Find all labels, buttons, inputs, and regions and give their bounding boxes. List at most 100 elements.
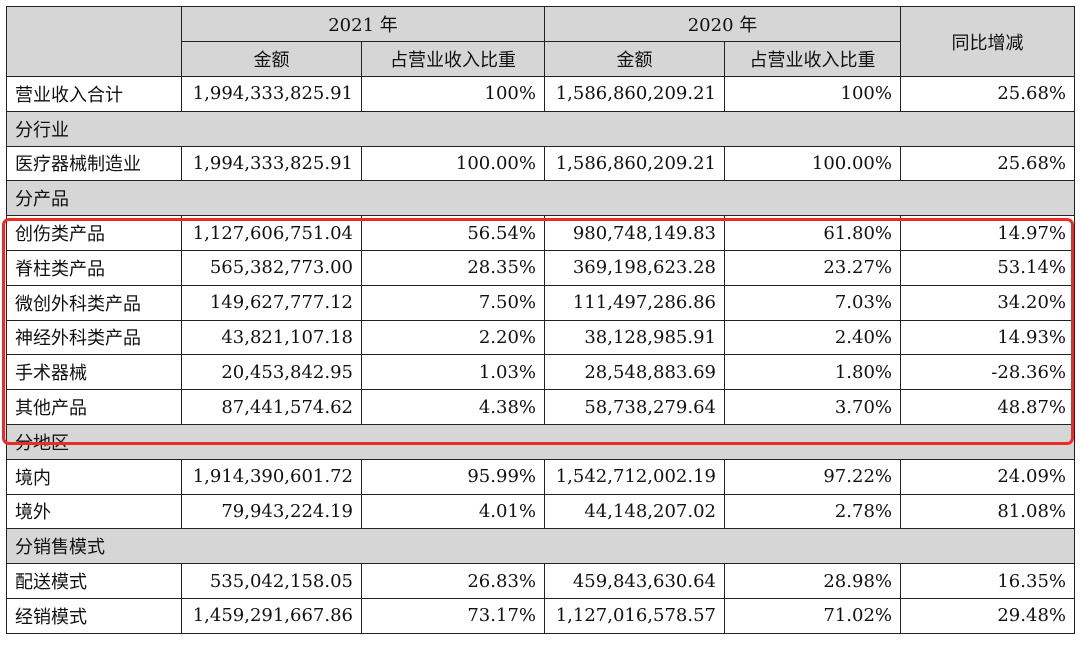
amount-2021-cell: 1,459,291,667.86	[181, 597, 362, 634]
share-2021-cell: 95.99%	[361, 458, 545, 495]
yoy-cell: 24.09%	[900, 458, 1075, 495]
header-row-metrics: 金额 占营业收入比重 金额 占营业收入比重	[7, 41, 1075, 77]
amount-2021-cell: 1,127,606,751.04	[181, 215, 362, 251]
header-share-2020: 占营业收入比重	[724, 41, 901, 77]
amount-2021-cell: 1,994,333,825.91	[181, 76, 362, 112]
header-corner	[6, 6, 182, 77]
yoy-cell: -28.36%	[900, 354, 1075, 391]
amount-2020-cell: 1,542,712,002.19	[544, 458, 725, 495]
amount-2021-cell: 87,441,574.62	[181, 389, 362, 425]
share-2021-cell: 1.03%	[361, 354, 545, 391]
table-row: 境内 1,914,390,601.72 95.99% 1,542,712,002.19…	[6, 458, 1075, 495]
amount-2020-cell: 980,748,149.83	[544, 215, 725, 251]
section-label: 分销售模式	[6, 528, 1075, 565]
amount-2020-cell: 1,127,016,578.57	[544, 597, 725, 634]
share-2021-cell: 100%	[361, 76, 545, 112]
header-year-2020: 2020 年	[544, 6, 901, 42]
row-label: 营业收入合计	[6, 76, 182, 112]
share-2020-cell: 2.78%	[724, 493, 901, 530]
yoy-cell: 81.08%	[900, 493, 1075, 530]
amount-2020-cell: 38,128,985.91	[544, 319, 725, 356]
share-2021-cell: 73.17%	[361, 597, 545, 634]
table-row: 其他产品 87,441,574.62 4.38% 58,738,279.64 3.70%…	[6, 389, 1075, 425]
section-row: 分地区	[6, 423, 1075, 460]
share-2021-cell: 4.38%	[361, 389, 545, 425]
amount-2021-cell: 1,914,390,601.72	[181, 458, 362, 495]
yoy-cell: 25.68%	[900, 145, 1075, 182]
share-2020-cell: 3.70%	[724, 389, 901, 425]
header-amount-2021: 金额	[181, 41, 362, 77]
table-row: 境外 79,943,224.19 4.01% 44,148,207.02 2.78% 81…	[6, 493, 1075, 530]
yoy-cell: 29.48%	[900, 597, 1075, 634]
amount-2021-cell: 149,627,777.12	[181, 284, 362, 321]
share-2021-cell: 7.50%	[361, 284, 545, 321]
amount-2021-cell: 43,821,107.18	[181, 319, 362, 356]
row-label: 微创外科类产品	[6, 284, 182, 321]
header-row-years: 2021 年 2020 年 同比增减	[6, 6, 1075, 77]
share-2021-cell: 28.35%	[361, 249, 545, 286]
row-label: 神经外科类产品	[6, 319, 182, 356]
row-label: 经销模式	[6, 597, 182, 634]
share-2021-cell: 56.54%	[361, 215, 545, 251]
amount-2020-cell: 111,497,286.86	[544, 284, 725, 321]
table-row: 创伤类产品 1,127,606,751.04 56.54% 980,748,149.8…	[6, 215, 1075, 251]
header-yoy: 同比增减	[900, 6, 1075, 77]
amount-2020-cell: 459,843,630.64	[544, 563, 725, 599]
yoy-cell: 53.14%	[900, 249, 1075, 286]
row-label: 其他产品	[6, 389, 182, 425]
share-2020-cell: 97.22%	[724, 458, 901, 495]
share-2020-cell: 100.00%	[724, 145, 901, 182]
header-amount-2020: 金额	[544, 41, 725, 77]
table-row: 配送模式 535,042,158.05 26.83% 459,843,630.64 28…	[6, 563, 1075, 599]
share-2020-cell: 2.40%	[724, 319, 901, 356]
section-row: 分销售模式	[6, 528, 1075, 565]
share-2021-cell: 100.00%	[361, 145, 545, 182]
amount-2020-cell: 58,738,279.64	[544, 389, 725, 425]
header-share-2021: 占营业收入比重	[361, 41, 545, 77]
table-body: 营业收入合计 1,994,333,825.91 100% 1,586,860,209.…	[6, 76, 1075, 634]
yoy-cell: 16.35%	[900, 563, 1075, 599]
row-label: 医疗器械制造业	[6, 145, 182, 182]
share-2020-cell: 100%	[724, 76, 901, 112]
share-2020-cell: 23.27%	[724, 249, 901, 286]
section-label: 分地区	[6, 423, 1075, 460]
amount-2021-cell: 565,382,773.00	[181, 249, 362, 286]
table-row: 神经外科类产品 43,821,107.18 2.20% 38,128,985.91 2.…	[6, 319, 1075, 356]
yoy-cell: 48.87%	[900, 389, 1075, 425]
row-label: 境内	[6, 458, 182, 495]
table-row: 经销模式 1,459,291,667.86 73.17% 1,127,016,578.…	[6, 597, 1075, 634]
share-2020-cell: 71.02%	[724, 597, 901, 634]
share-2020-cell: 7.03%	[724, 284, 901, 321]
amount-2021-cell: 20,453,842.95	[181, 354, 362, 391]
amount-2020-cell: 44,148,207.02	[544, 493, 725, 530]
yoy-cell: 14.93%	[900, 319, 1075, 356]
share-2021-cell: 4.01%	[361, 493, 545, 530]
yoy-cell: 25.68%	[900, 76, 1075, 112]
amount-2020-cell: 1,586,860,209.21	[544, 76, 725, 112]
share-2020-cell: 28.98%	[724, 563, 901, 599]
header-year-2021: 2021 年	[181, 6, 545, 42]
share-2021-cell: 26.83%	[361, 563, 545, 599]
amount-2020-cell: 28,548,883.69	[544, 354, 725, 391]
table-row: 手术器械 20,453,842.95 1.03% 28,548,883.69 1.80%…	[6, 354, 1075, 391]
table-row: 脊柱类产品 565,382,773.00 28.35% 369,198,623.28 2…	[6, 249, 1075, 286]
share-2020-cell: 1.80%	[724, 354, 901, 391]
section-row: 分产品	[6, 180, 1075, 217]
section-row: 分行业	[6, 110, 1075, 147]
amount-2021-cell: 1,994,333,825.91	[181, 145, 362, 182]
table-row: 医疗器械制造业 1,994,333,825.91 100.00% 1,586,860,…	[6, 145, 1075, 182]
table-row: 营业收入合计 1,994,333,825.91 100% 1,586,860,209.…	[6, 76, 1075, 112]
section-label: 分产品	[6, 180, 1075, 217]
amount-2020-cell: 369,198,623.28	[544, 249, 725, 286]
row-label: 配送模式	[6, 563, 182, 599]
row-label: 脊柱类产品	[6, 249, 182, 286]
row-label: 境外	[6, 493, 182, 530]
share-2020-cell: 61.80%	[724, 215, 901, 251]
amount-2021-cell: 79,943,224.19	[181, 493, 362, 530]
amount-2021-cell: 535,042,158.05	[181, 563, 362, 599]
share-2021-cell: 2.20%	[361, 319, 545, 356]
section-label: 分行业	[6, 110, 1075, 147]
row-label: 手术器械	[6, 354, 182, 391]
revenue-breakdown-table: 2021 年 2020 年 同比增减 金额 占营业收入比重 金额 占营业收入比重…	[6, 6, 1075, 634]
amount-2020-cell: 1,586,860,209.21	[544, 145, 725, 182]
